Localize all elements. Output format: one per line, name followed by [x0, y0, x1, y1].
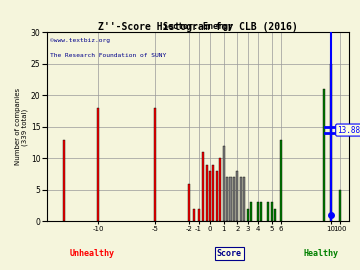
- Bar: [247, 209, 249, 221]
- Text: Score: Score: [217, 249, 242, 258]
- Text: 13.8821: 13.8821: [337, 126, 360, 134]
- Bar: [330, 64, 332, 221]
- Bar: [198, 209, 199, 221]
- Bar: [323, 89, 325, 221]
- Text: The Research Foundation of SUNY: The Research Foundation of SUNY: [50, 53, 166, 58]
- Text: Sector: Energy: Sector: Energy: [163, 22, 233, 31]
- Text: ©www.textbiz.org: ©www.textbiz.org: [50, 38, 110, 43]
- Bar: [339, 190, 341, 221]
- Bar: [274, 209, 276, 221]
- Bar: [202, 152, 204, 221]
- Bar: [97, 108, 99, 221]
- Bar: [226, 177, 228, 221]
- Bar: [243, 177, 245, 221]
- Bar: [216, 171, 218, 221]
- Bar: [233, 177, 235, 221]
- Text: Unhealthy: Unhealthy: [70, 249, 115, 258]
- Bar: [271, 202, 273, 221]
- Bar: [222, 146, 225, 221]
- Bar: [260, 202, 262, 221]
- Bar: [193, 209, 195, 221]
- Text: Healthy: Healthy: [303, 249, 338, 258]
- Bar: [219, 158, 221, 221]
- Bar: [209, 171, 211, 221]
- Bar: [63, 140, 65, 221]
- Y-axis label: Number of companies
(339 total): Number of companies (339 total): [14, 88, 28, 166]
- Bar: [240, 177, 242, 221]
- Title: Z''-Score Histogram for CLB (2016): Z''-Score Histogram for CLB (2016): [98, 22, 298, 32]
- Bar: [257, 202, 259, 221]
- Bar: [237, 171, 238, 221]
- Bar: [154, 108, 156, 221]
- Bar: [250, 202, 252, 221]
- Bar: [188, 184, 190, 221]
- Bar: [206, 165, 208, 221]
- Bar: [212, 165, 215, 221]
- Bar: [280, 140, 282, 221]
- Bar: [267, 202, 269, 221]
- Bar: [229, 177, 231, 221]
